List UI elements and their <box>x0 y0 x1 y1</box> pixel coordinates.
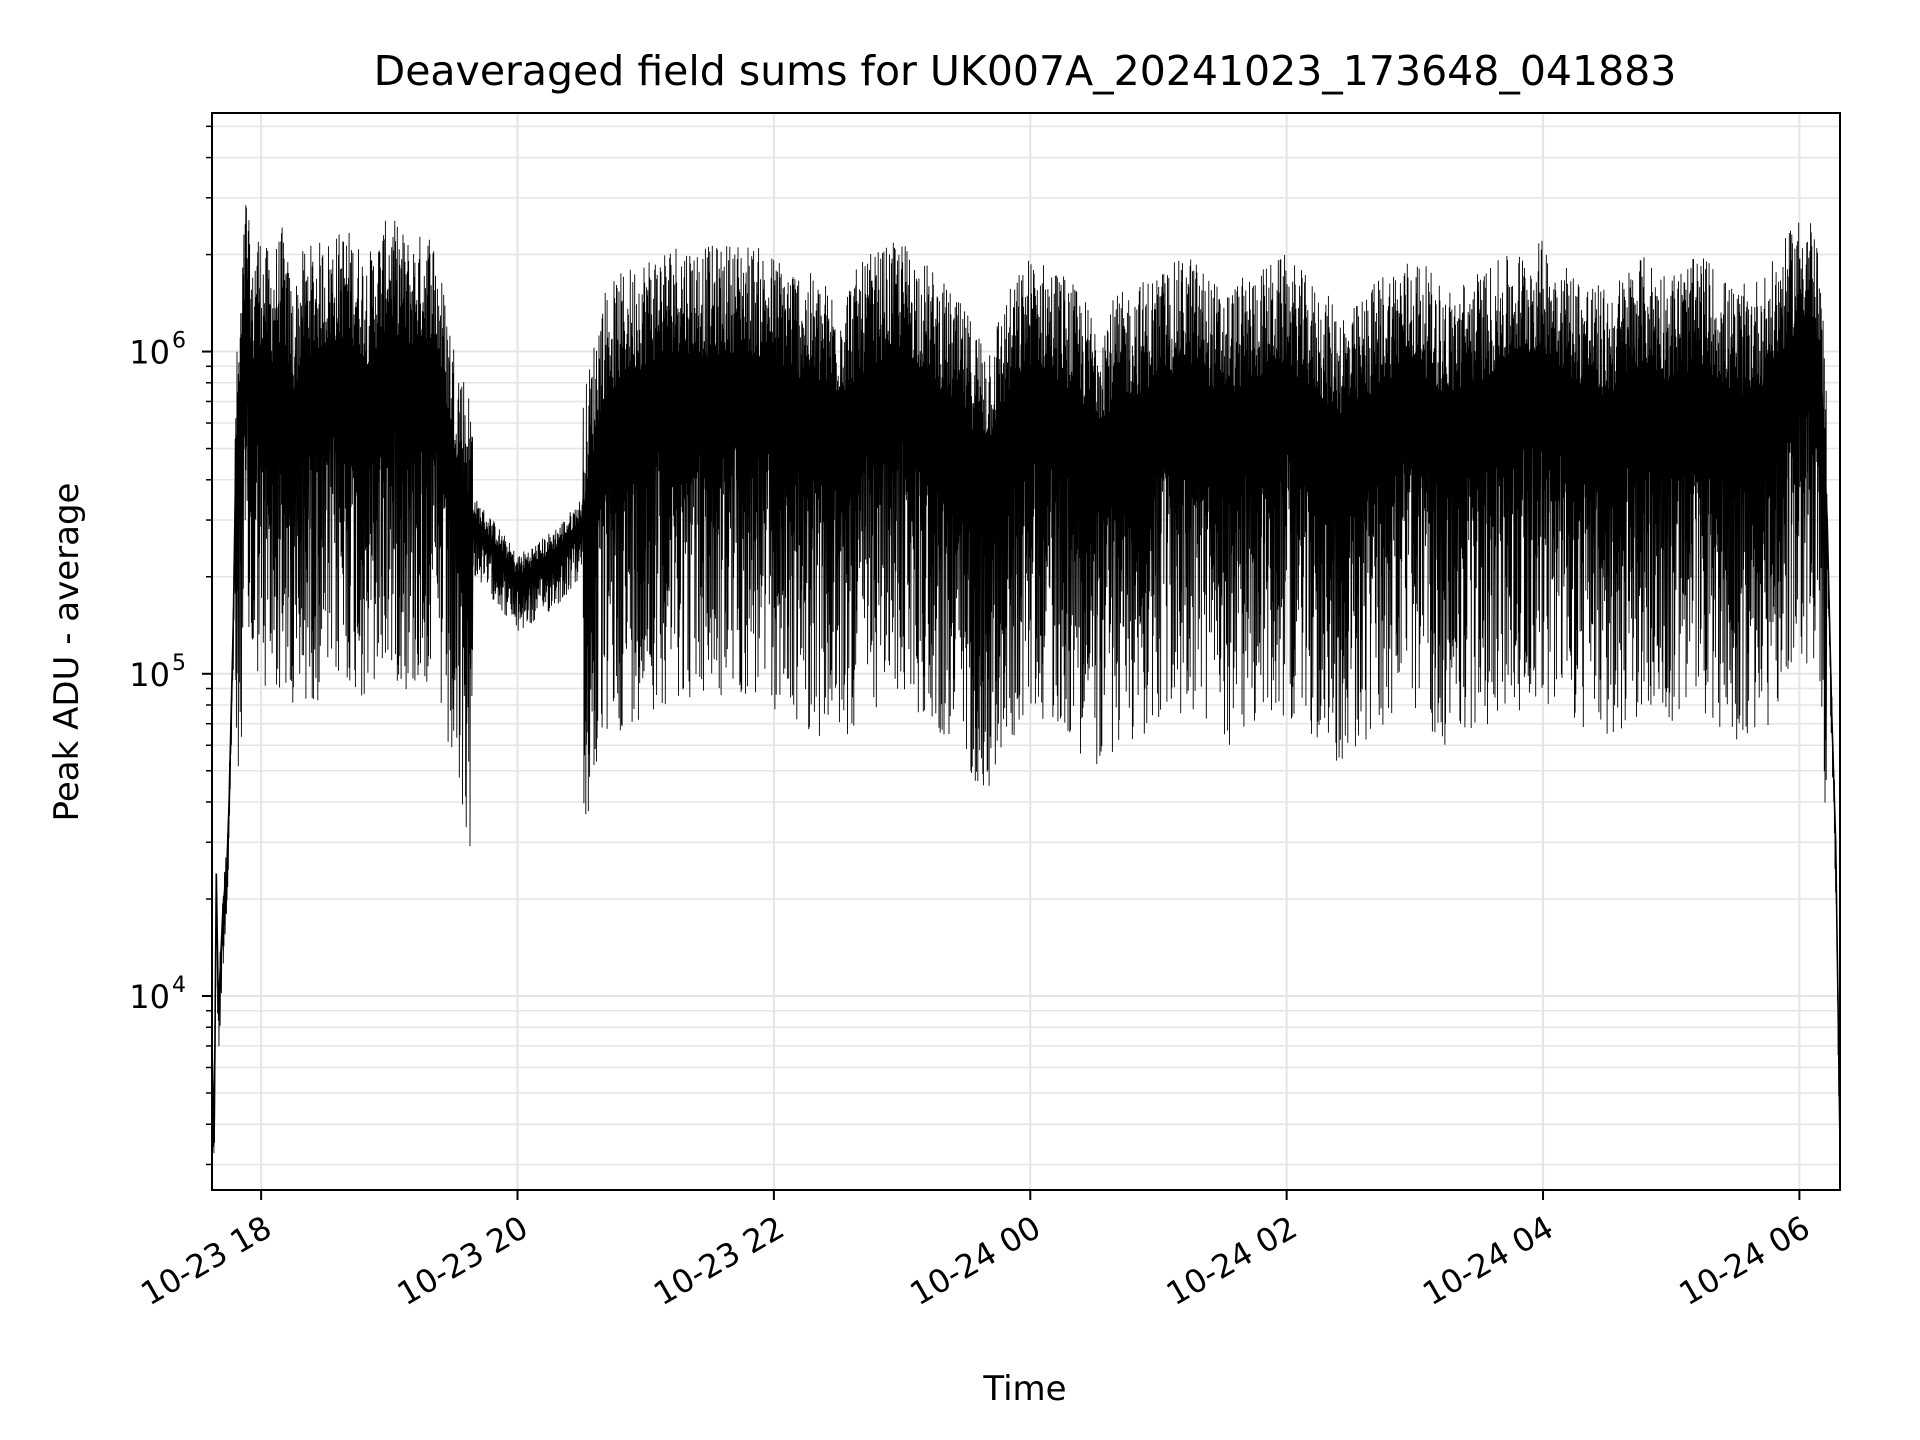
y-tick-label: 10 <box>129 656 170 694</box>
plot-frame <box>211 112 1841 1191</box>
data-layer <box>212 205 1840 1183</box>
y-tick-exponent: 4 <box>172 973 186 998</box>
y-axis-label: Peak ADU - average <box>47 483 87 822</box>
y-tick-exponent: 6 <box>172 329 186 354</box>
x-axis-label: Time <box>982 1369 1066 1409</box>
y-tick-label: 10 <box>129 978 170 1016</box>
series-trace <box>212 205 1840 1183</box>
chart-title: Deaveraged field sums for UK007A_2024102… <box>374 47 1677 95</box>
y-tick-label: 10 <box>129 334 170 372</box>
y-tick-exponent: 5 <box>172 651 186 676</box>
